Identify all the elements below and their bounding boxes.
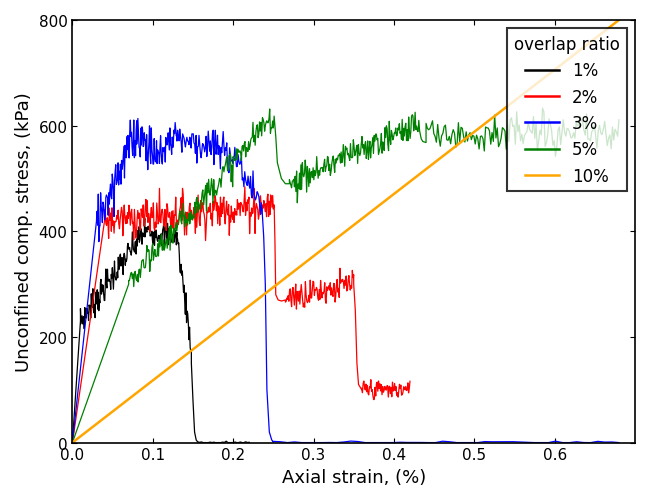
Legend: 1%, 2%, 3%, 5%, 10%: 1%, 2%, 3%, 5%, 10% [508,29,627,192]
Y-axis label: Unconfined comp. stress, (kPa): Unconfined comp. stress, (kPa) [15,92,33,371]
X-axis label: Axial strain, (%): Axial strain, (%) [281,468,426,486]
